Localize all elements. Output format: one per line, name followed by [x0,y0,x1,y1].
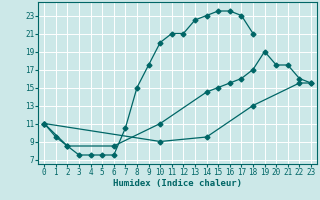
X-axis label: Humidex (Indice chaleur): Humidex (Indice chaleur) [113,179,242,188]
